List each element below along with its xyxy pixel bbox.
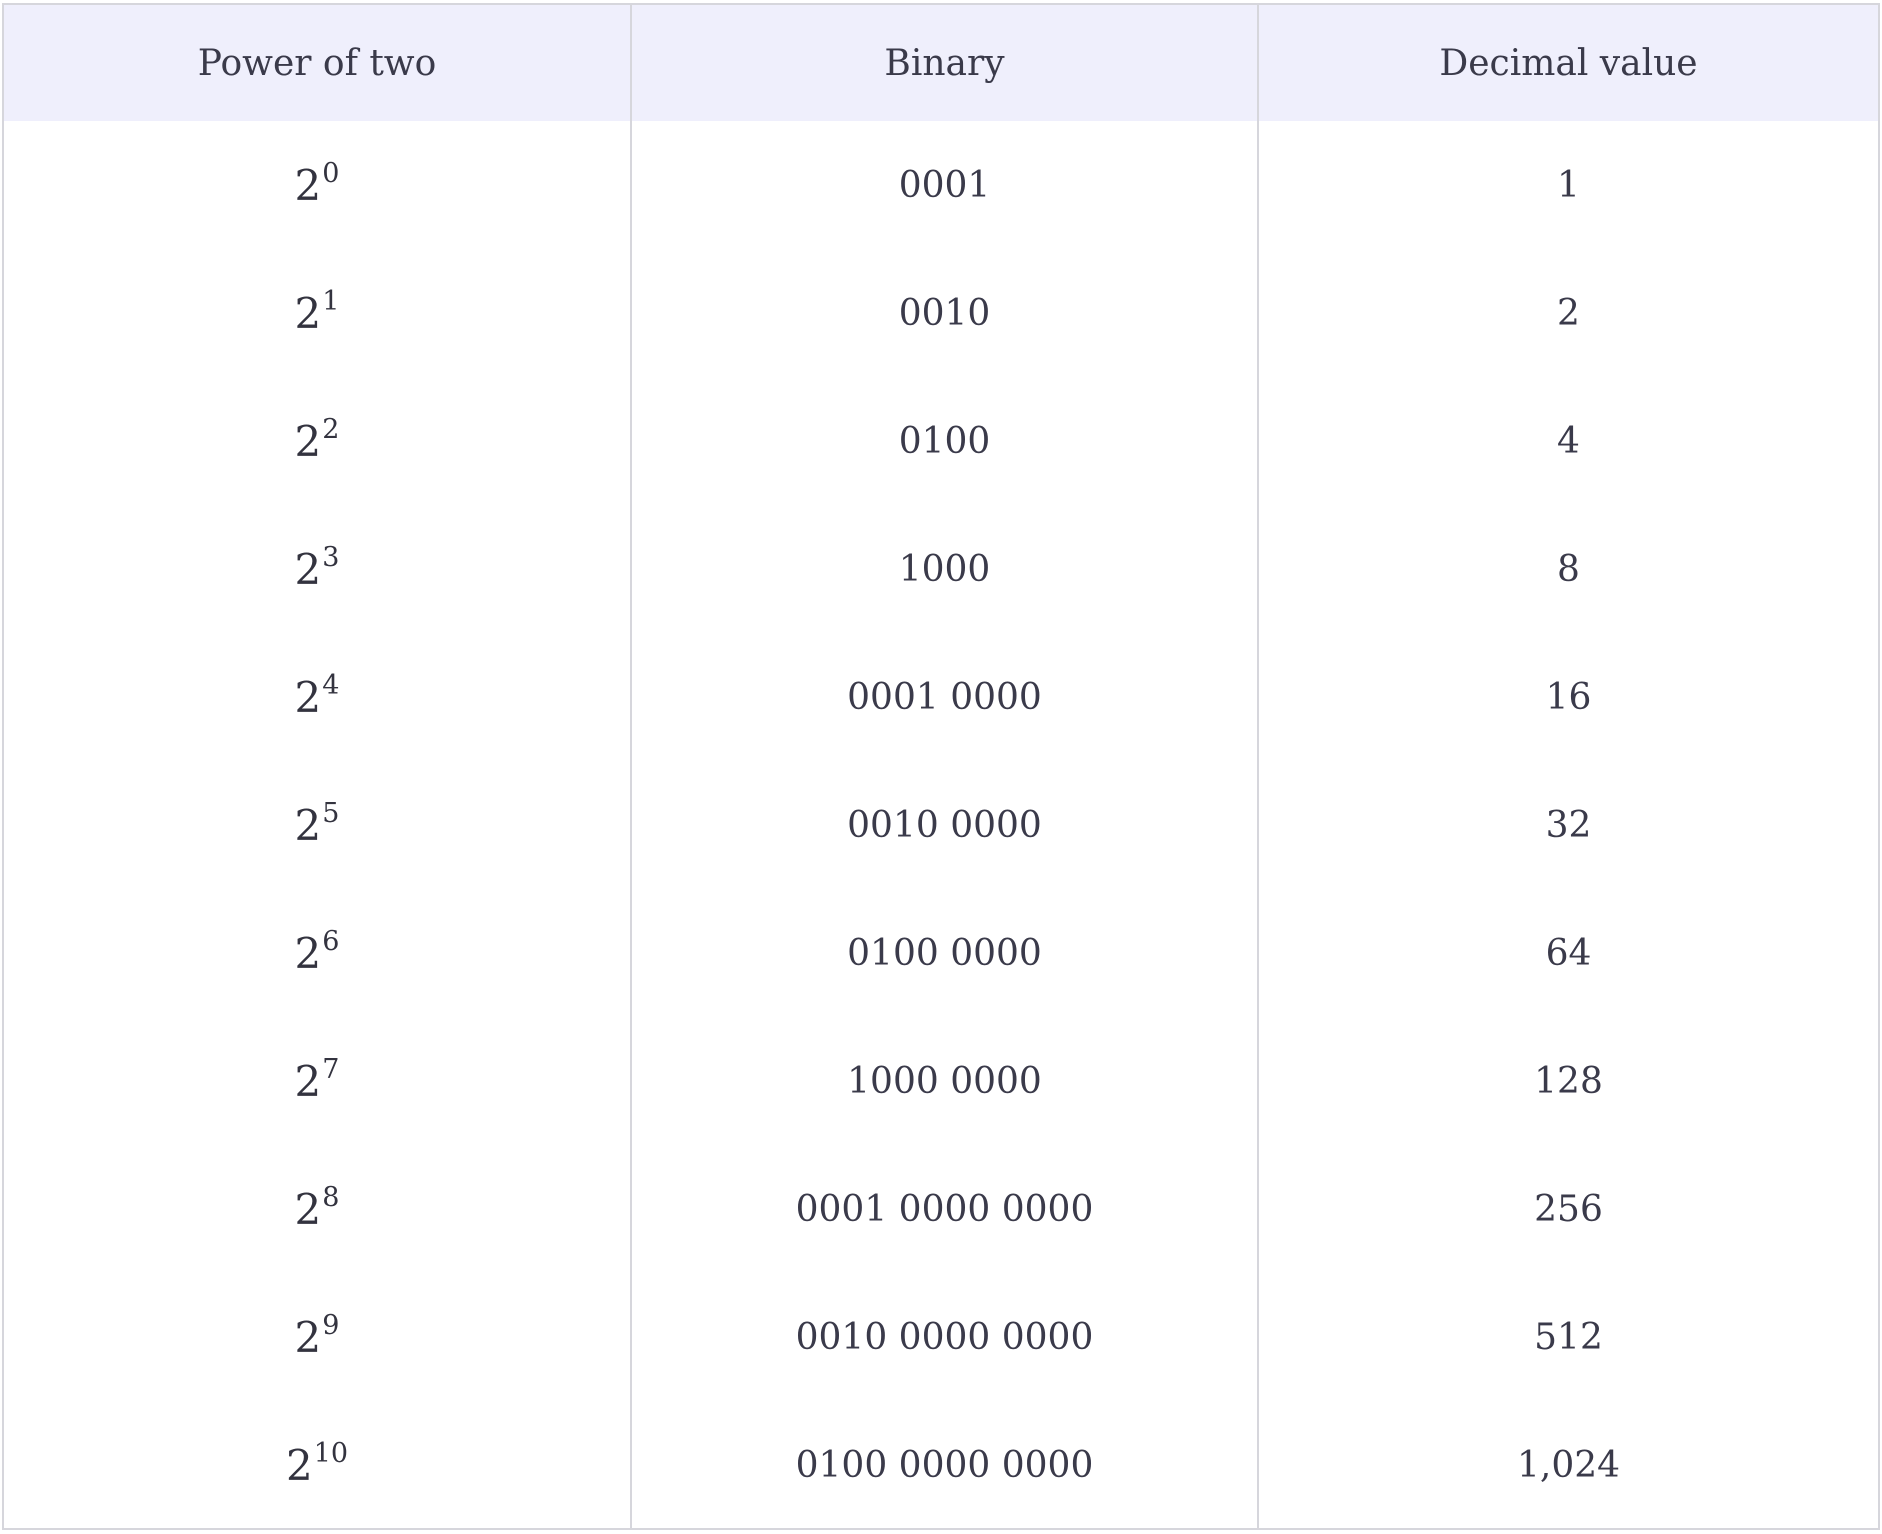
power-exponent: 10 [313, 1437, 349, 1469]
header-binary: Binary [630, 5, 1258, 121]
table-row: 25 0010 0000 32 [4, 761, 1878, 889]
table-row: 24 0001 0000 16 [4, 633, 1878, 761]
table-row: 26 0100 0000 64 [4, 889, 1878, 1017]
decimal-cell: 256 [1257, 1145, 1878, 1273]
table-body: 20 0001 1 21 0010 2 22 0100 4 23 1000 8 … [4, 121, 1878, 1529]
power-cell: 21 [4, 249, 631, 377]
decimal-cell: 4 [1257, 377, 1878, 505]
binary-cell: 0001 0000 0000 [630, 1145, 1258, 1273]
power-base: 2 [285, 1440, 313, 1490]
decimal-cell: 8 [1257, 505, 1878, 633]
power-cell: 24 [4, 633, 631, 761]
decimal-cell: 2 [1257, 249, 1878, 377]
binary-cell: 0100 0000 [630, 889, 1258, 1017]
power-exponent: 1 [322, 285, 340, 317]
power-base: 2 [294, 1056, 322, 1106]
power-base: 2 [294, 800, 322, 850]
power-exponent: 7 [322, 1053, 340, 1085]
power-exponent: 9 [322, 1309, 340, 1341]
table-row: 20 0001 1 [4, 121, 1878, 249]
power-base: 2 [294, 1312, 322, 1362]
power-base: 2 [294, 544, 322, 594]
decimal-cell: 32 [1257, 761, 1878, 889]
header-power-of-two: Power of two [197, 42, 437, 84]
decimal-cell: 16 [1257, 633, 1878, 761]
table-row: 29 0010 0000 0000 512 [4, 1273, 1878, 1401]
binary-cell: 0100 [630, 377, 1258, 505]
power-exponent: 0 [322, 157, 340, 189]
power-base: 2 [294, 1184, 322, 1234]
powers-of-two-table: Power of two Binary Decimal value 20 000… [4, 5, 1878, 1529]
power-exponent: 6 [322, 925, 340, 957]
power-cell: 28 [4, 1145, 631, 1273]
binary-cell: 1000 [630, 505, 1258, 633]
table-row: 23 1000 8 [4, 505, 1878, 633]
power-cell: 29 [4, 1273, 631, 1401]
power-exponent: 5 [322, 797, 340, 829]
power-cell: 22 [4, 377, 631, 505]
power-exponent: 3 [322, 541, 340, 573]
binary-cell: 0010 0000 0000 [630, 1273, 1258, 1401]
table-row: 27 1000 0000 128 [4, 1017, 1878, 1145]
power-exponent: 4 [322, 669, 340, 701]
binary-cell: 0100 0000 0000 [630, 1401, 1258, 1529]
power-base: 2 [294, 288, 322, 338]
binary-cell: 0010 0000 [630, 761, 1258, 889]
table-header: Power of two Binary Decimal value [4, 5, 1878, 121]
power-cell: 27 [4, 1017, 631, 1145]
decimal-cell: 64 [1257, 889, 1878, 1017]
header-row: Power of two Binary Decimal value [4, 5, 1878, 121]
binary-cell: 1000 0000 [630, 1017, 1258, 1145]
decimal-cell: 1,024 [1257, 1401, 1878, 1529]
decimal-cell: 1 [1257, 121, 1878, 249]
power-cell: 25 [4, 761, 631, 889]
binary-cell: 0001 [630, 121, 1258, 249]
table-row: 210 0100 0000 0000 1,024 [4, 1401, 1878, 1529]
power-base: 2 [294, 416, 322, 466]
power-cell: 23 [4, 505, 631, 633]
power-base: 2 [294, 672, 322, 722]
powers-of-two-table-container: Power of two Binary Decimal value 20 000… [2, 3, 1880, 1530]
power-cell: 210 [4, 1401, 631, 1529]
decimal-cell: 512 [1257, 1273, 1878, 1401]
table-row: 22 0100 4 [4, 377, 1878, 505]
power-base: 2 [294, 928, 322, 978]
power-exponent: 8 [322, 1181, 340, 1213]
header-decimal-value: Decimal value [1257, 5, 1878, 121]
power-base: 2 [294, 160, 322, 210]
power-cell: 20 [4, 121, 631, 249]
power-cell: 26 [4, 889, 631, 1017]
power-exponent: 2 [322, 413, 340, 445]
table-row: 28 0001 0000 0000 256 [4, 1145, 1878, 1273]
decimal-cell: 128 [1257, 1017, 1878, 1145]
binary-cell: 0010 [630, 249, 1258, 377]
binary-cell: 0001 0000 [630, 633, 1258, 761]
table-row: 21 0010 2 [4, 249, 1878, 377]
